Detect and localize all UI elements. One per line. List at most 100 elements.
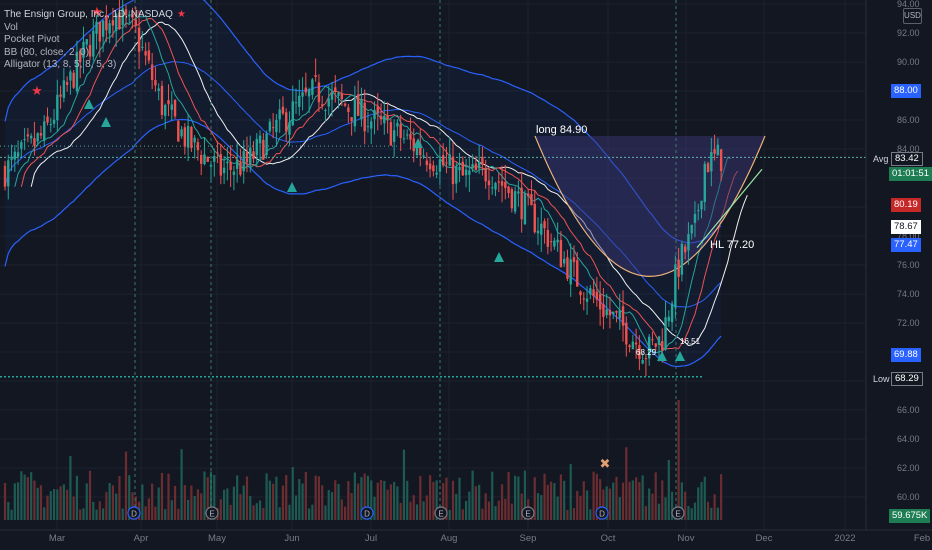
volume-bar [252, 505, 255, 520]
price-badge-69-88: 69.88 [891, 348, 921, 362]
volume-bar [167, 473, 170, 520]
candle-body [585, 298, 589, 302]
volume-bar [667, 460, 670, 520]
volume-bar [360, 477, 363, 520]
candle-body [445, 162, 448, 164]
x-tick-label: 2022 [834, 533, 855, 544]
volume-bar [514, 475, 517, 520]
volume-bar [677, 400, 680, 520]
event-icon-letter: E [525, 510, 530, 519]
volume-bar [340, 499, 343, 520]
volume-bar [422, 501, 425, 520]
candle-body [16, 152, 20, 157]
candle-body [36, 133, 39, 142]
candle-body [167, 100, 170, 105]
candle-body [540, 223, 543, 235]
candle-body [612, 311, 615, 315]
event-icon [360, 506, 374, 520]
volume-bar [62, 484, 65, 520]
volume-bar [415, 504, 419, 520]
candle-body [206, 156, 209, 162]
candle-body [144, 51, 147, 56]
candle-body [602, 304, 605, 317]
volume-bar [595, 473, 598, 520]
candle-body [690, 224, 693, 234]
volume-bar [625, 447, 628, 520]
candle-body [196, 142, 200, 151]
candle-body [559, 239, 563, 268]
hl-annotation: HL 77.20 [710, 239, 755, 251]
volume-bar [3, 482, 7, 520]
volume-bar [26, 477, 29, 520]
candle-body [334, 87, 337, 93]
volume-bar [523, 470, 527, 520]
candle-body [26, 134, 30, 137]
candle-body [477, 161, 481, 169]
candle-body [379, 115, 383, 120]
volume-bar [298, 479, 301, 520]
volume-bar [464, 500, 468, 520]
volume-bar [703, 476, 706, 520]
candle-body [317, 82, 321, 103]
x-tick-label: Apr [134, 533, 149, 544]
volume-bar [589, 509, 592, 520]
candle-body [193, 137, 196, 143]
volume-bar [203, 471, 206, 520]
volume-bar [579, 495, 582, 520]
candle-body [435, 172, 438, 175]
pocket-pivot-triangle [101, 117, 111, 127]
volume-bar [239, 494, 242, 520]
candle-body [455, 166, 458, 184]
volume-bar [549, 481, 553, 520]
volume-bar [628, 481, 631, 520]
volume-bar [118, 476, 121, 520]
volume-bar [448, 509, 451, 520]
candle-body [693, 214, 697, 223]
volume-bar [180, 449, 183, 520]
candle-body [484, 167, 487, 182]
candle-body [376, 106, 379, 114]
candle-body [82, 41, 85, 58]
volume-bar [255, 503, 258, 520]
currency-unit-button[interactable]: USD [903, 8, 922, 24]
volume-bar [455, 493, 458, 520]
candle-body [383, 115, 386, 124]
volume-bar [59, 486, 62, 520]
candle-body [209, 164, 213, 167]
candle-body [631, 341, 635, 350]
candle-body [301, 92, 304, 97]
x-tick-label: Feb [914, 533, 930, 544]
candle-body [281, 106, 285, 114]
candle-body [10, 156, 13, 160]
volume-bar [592, 471, 595, 520]
candle-body [569, 259, 572, 285]
candle-body [464, 169, 468, 176]
candle-body [406, 134, 409, 136]
volume-bar [713, 494, 716, 520]
volume-bar [314, 475, 317, 520]
candle-body [128, 14, 131, 17]
volume-bar [79, 509, 82, 520]
candle-body [154, 79, 157, 86]
volume-bar [23, 474, 26, 520]
candle-body [543, 221, 546, 229]
volume-bar [582, 481, 585, 520]
volume-bar [311, 504, 314, 520]
volume-bar [716, 507, 719, 520]
volume-bar [258, 500, 262, 520]
pocket-pivot-triangle [494, 252, 504, 262]
volume-bar [33, 480, 36, 520]
volume-bar [272, 483, 275, 520]
candle-body [222, 167, 226, 174]
candle-body [595, 291, 599, 300]
candle-body [419, 143, 422, 156]
volume-bar [651, 493, 654, 520]
trend-line [696, 168, 763, 248]
candle-body [589, 288, 592, 295]
candle-body [497, 181, 500, 183]
volume-bar [232, 486, 235, 520]
candle-body [39, 133, 43, 136]
y-tick-label: 64.00 [897, 434, 920, 444]
y-tick-label: 86.00 [897, 115, 920, 125]
